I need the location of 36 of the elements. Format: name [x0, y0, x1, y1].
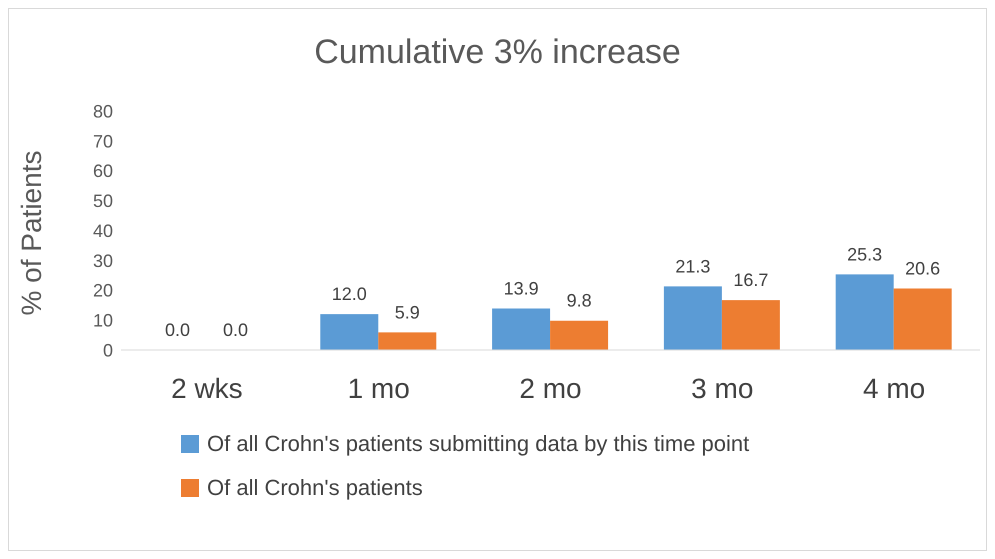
bar — [894, 288, 952, 350]
bar — [492, 308, 550, 350]
data-label: 16.7 — [733, 270, 768, 290]
x-tick-label: 2 mo — [519, 372, 582, 404]
bar — [664, 286, 722, 350]
y-tick-label: 10 — [92, 310, 113, 331]
data-label: 9.8 — [566, 290, 592, 311]
bar — [836, 274, 894, 350]
y-tick-label: 30 — [92, 250, 113, 271]
y-tick-label: 80 — [92, 101, 113, 122]
bar — [378, 332, 436, 350]
x-tick-label: 1 mo — [348, 372, 410, 404]
data-label: 0.0 — [164, 320, 190, 340]
bar — [550, 320, 608, 350]
bar — [320, 314, 378, 350]
data-label: 20.6 — [905, 258, 940, 278]
bar — [722, 300, 780, 350]
data-label: 13.9 — [504, 278, 539, 298]
x-tick-label: 3 mo — [691, 372, 754, 404]
chart-title: Cumulative 3% increase — [313, 33, 682, 72]
data-label: 5.9 — [394, 302, 420, 322]
y-tick-label: 40 — [92, 220, 113, 241]
legend-label: Of all Crohn's patients — [207, 475, 423, 501]
y-tick-label: 0 — [102, 340, 113, 360]
x-tick-label: 4 mo — [862, 372, 926, 404]
data-label: 25.3 — [847, 244, 882, 264]
y-tick-label: 20 — [92, 280, 113, 301]
data-label: 0.0 — [222, 320, 248, 340]
legend-label: Of all Crohn's patients submitting data by this time point — [207, 431, 750, 457]
y-axis-title: % of Patients — [16, 150, 47, 316]
data-label: 21.3 — [675, 256, 710, 276]
data-label: 12.0 — [332, 284, 367, 304]
y-tick-label: 70 — [92, 131, 113, 152]
y-tick-label: 60 — [92, 161, 113, 182]
y-tick-label: 50 — [92, 191, 113, 212]
x-tick-label: 2 wks — [171, 372, 243, 404]
